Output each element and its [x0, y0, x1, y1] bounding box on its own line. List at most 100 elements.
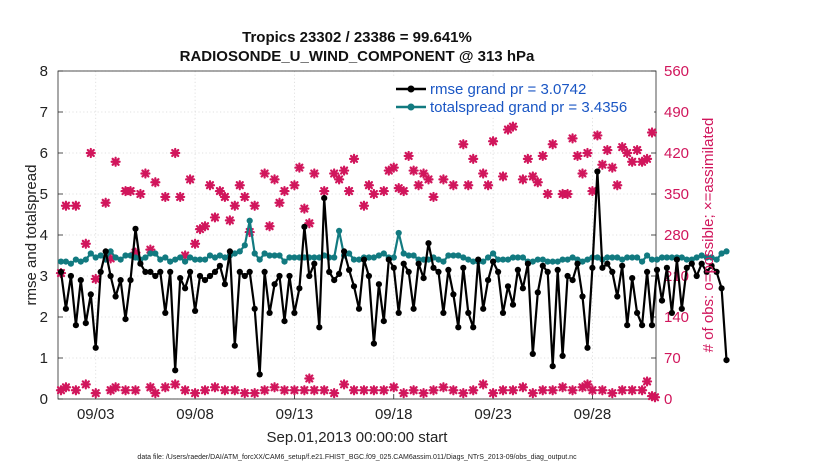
series-point-rmse — [261, 268, 268, 275]
series-point-rmse — [673, 256, 681, 263]
obs-assimilated-marker — [289, 385, 300, 396]
obs-assimilated-marker — [458, 388, 469, 399]
series-point-totalspread — [579, 258, 586, 265]
obs-assimilated-marker — [70, 385, 81, 396]
y-right-tick-label: 140 — [664, 309, 689, 326]
series-point-totalspread — [256, 256, 263, 263]
series-point-rmse — [420, 275, 427, 282]
series-point-totalspread — [639, 258, 646, 265]
series-point-rmse — [430, 264, 437, 271]
series-point-totalspread — [62, 258, 69, 265]
series-point-totalspread — [668, 254, 676, 261]
series-point-rmse — [142, 268, 149, 275]
series-point-rmse — [395, 309, 402, 316]
y-right-tick-label: 490 — [664, 104, 689, 121]
series-point-rmse — [301, 223, 308, 230]
series-point-rmse — [599, 264, 606, 271]
series-point-totalspread — [67, 260, 74, 267]
series-point-totalspread — [693, 254, 700, 261]
series-point-rmse — [693, 272, 700, 280]
series-point-totalspread — [147, 250, 154, 257]
series-point-totalspread — [519, 254, 527, 261]
series-point-totalspread — [97, 252, 104, 259]
y-left-tick-label: 0 — [40, 391, 48, 408]
series-point-rmse — [524, 260, 532, 267]
obs-possible-marker — [632, 144, 643, 156]
obs-possible-marker — [641, 153, 653, 164]
obs-assimilated-marker — [617, 385, 628, 396]
series-point-totalspread — [375, 252, 382, 259]
series-point-totalspread — [460, 254, 467, 261]
series-point-rmse — [509, 301, 517, 308]
obs-possible-marker — [234, 180, 245, 191]
series-point-rmse — [231, 342, 238, 349]
obs-possible-marker — [463, 180, 474, 191]
obs-assimilated-marker — [90, 388, 101, 399]
obs-assimilated-marker — [388, 382, 399, 393]
series-point-totalspread — [167, 258, 174, 265]
series-point-totalspread — [241, 242, 248, 249]
series-point-rmse — [346, 266, 353, 273]
obs-possible-marker — [577, 168, 588, 179]
series-point-rmse — [167, 268, 174, 275]
series-point-rmse — [698, 260, 705, 267]
series-point-rmse — [460, 264, 467, 271]
series-point-rmse — [326, 268, 333, 275]
chart-subtitle: RADIOSONDE_U_WIND_COMPONENT @ 313 hPa — [180, 48, 535, 65]
obs-possible-marker — [100, 197, 111, 208]
series-point-totalspread — [142, 254, 149, 261]
series-point-rmse — [668, 309, 676, 316]
series-point-totalspread — [187, 254, 194, 261]
obs-assimilated-marker — [259, 385, 270, 396]
obs-assimilated-marker — [428, 385, 439, 396]
series-point-rmse — [658, 297, 666, 304]
obs-assimilated-marker — [110, 382, 121, 393]
series-point-rmse — [266, 309, 273, 316]
series-point-totalspread — [663, 254, 671, 261]
series-point-rmse — [137, 260, 144, 267]
series-point-rmse — [380, 318, 387, 325]
series-point-rmse — [306, 272, 313, 280]
series-point-rmse — [271, 281, 278, 288]
obs-assimilated-marker — [507, 385, 519, 396]
obs-possible-marker — [517, 174, 528, 185]
series-point-rmse — [206, 272, 214, 280]
obs-possible-marker — [204, 180, 216, 191]
series-point-totalspread — [465, 256, 472, 263]
series-point-rmse — [405, 268, 412, 275]
obs-assimilated-marker — [239, 388, 250, 399]
series-point-totalspread — [346, 250, 353, 257]
series-point-rmse — [653, 266, 661, 273]
obs-possible-marker — [542, 188, 553, 200]
obs-possible-marker — [378, 185, 389, 197]
obs-possible-marker — [438, 174, 449, 185]
series-point-totalspread — [82, 256, 89, 263]
obs-assimilated-marker — [378, 385, 389, 396]
obs-possible-marker — [309, 168, 320, 179]
obs-assimilated-marker — [299, 385, 310, 396]
obs-possible-marker — [304, 218, 315, 229]
series-point-totalspread — [584, 256, 591, 263]
obs-assimilated-marker — [358, 385, 370, 396]
series-point-rmse — [281, 318, 288, 325]
series-point-totalspread — [455, 252, 462, 259]
obs-possible-marker — [612, 180, 623, 191]
series-point-totalspread — [266, 252, 273, 259]
obs-possible-marker — [189, 238, 201, 249]
y-left-tick-label: 1 — [40, 350, 48, 367]
series-point-totalspread — [470, 258, 477, 265]
obs-assimilated-marker — [319, 385, 330, 396]
obs-assimilated-marker — [279, 385, 290, 396]
obs-assimilated-marker — [438, 382, 449, 393]
series-point-rmse — [564, 272, 571, 280]
obs-assimilated-marker — [408, 385, 419, 396]
series-point-totalspread — [311, 254, 318, 261]
series-point-rmse — [187, 268, 194, 275]
obs-possible-marker — [597, 159, 608, 170]
obs-possible-marker — [428, 191, 439, 203]
series-point-rmse — [370, 340, 377, 347]
obs-possible-marker — [423, 174, 434, 185]
series-point-rmse — [157, 268, 164, 275]
series-point-rmse — [678, 305, 685, 312]
series-point-rmse — [629, 275, 636, 282]
